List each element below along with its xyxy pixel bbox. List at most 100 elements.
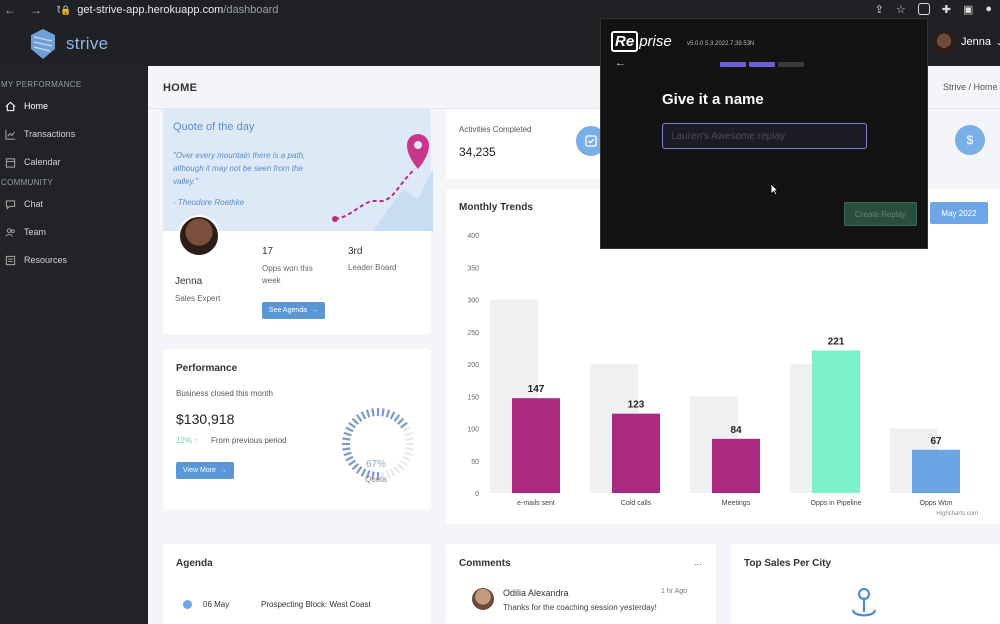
opps-won-value: 17 bbox=[262, 246, 274, 257]
gauge-tick bbox=[389, 468, 396, 477]
sidebar-item-label: Chat bbox=[24, 199, 44, 209]
gauge-tick bbox=[365, 409, 371, 418]
more-options-icon[interactable]: ... bbox=[694, 557, 702, 567]
quote-author: - Theodore Roethke bbox=[173, 198, 245, 207]
gauge-tick bbox=[360, 411, 367, 420]
y-tick-label: 0 bbox=[475, 491, 479, 498]
create-replay-button[interactable]: Create Replay bbox=[844, 202, 917, 226]
star-icon[interactable]: ☆ bbox=[895, 3, 906, 16]
breadcrumb[interactable]: Strive / Home bbox=[943, 82, 998, 92]
home-icon bbox=[5, 101, 16, 111]
data-label: 221 bbox=[828, 336, 845, 347]
gauge-tick bbox=[405, 447, 414, 451]
sidebar-item-transactions[interactable]: Transactions bbox=[0, 120, 148, 148]
quote-text: "Over every mountain there is a path, al… bbox=[173, 151, 306, 186]
gauge-tick bbox=[345, 426, 354, 433]
data-label: 147 bbox=[528, 384, 545, 395]
gauge-tick bbox=[342, 447, 351, 451]
sidebar-item-team[interactable]: Team bbox=[0, 218, 148, 246]
agenda-text[interactable]: Prospecting Block: West Coast bbox=[261, 600, 371, 609]
see-agenda-button[interactable]: See Agenda → bbox=[262, 302, 325, 319]
data-label: 84 bbox=[730, 425, 742, 436]
data-bar bbox=[812, 350, 860, 493]
gauge-tick bbox=[385, 470, 391, 479]
card-title: Monthly Trends bbox=[459, 202, 533, 213]
agenda-card: Agenda 06 May Prospecting Block: West Co… bbox=[163, 544, 431, 624]
y-tick-label: 350 bbox=[467, 265, 479, 272]
comment-author: Odilia Alexandra bbox=[503, 588, 569, 598]
gauge-tick bbox=[389, 411, 396, 420]
reprise-extension-icon[interactable] bbox=[917, 2, 930, 18]
view-more-button[interactable]: View More → bbox=[176, 462, 234, 479]
address-bar[interactable]: 🔒 get-strive-app.herokuapp.com/dashboard bbox=[60, 2, 860, 18]
sidebar-item-calendar[interactable]: Calendar bbox=[0, 148, 148, 176]
url-host: get-strive-app.herokuapp.com bbox=[77, 4, 224, 16]
card-title: Agenda bbox=[176, 558, 213, 569]
sidepanel-icon[interactable]: ▣ bbox=[962, 3, 974, 16]
profile-name: Jenna bbox=[175, 276, 203, 287]
back-arrow-icon[interactable]: ← bbox=[615, 57, 626, 69]
gauge-tick bbox=[365, 470, 371, 479]
chat-icon bbox=[5, 199, 16, 210]
avatar bbox=[932, 30, 956, 54]
dollar-icon: $ bbox=[955, 125, 985, 155]
gauge-tick bbox=[343, 431, 352, 437]
gauge-tick bbox=[404, 431, 413, 437]
user-menu[interactable]: Jenna ⌄ bbox=[932, 30, 1000, 54]
header-divider bbox=[148, 108, 1000, 109]
change-value: 12% bbox=[176, 436, 193, 445]
browser-nav: ← → ↻ bbox=[0, 3, 66, 17]
back-arrow-icon[interactable]: ← bbox=[4, 3, 16, 17]
sidebar-item-home[interactable]: Home bbox=[0, 92, 148, 120]
panel-heading: Give it a name bbox=[662, 91, 764, 108]
gauge-tick bbox=[402, 455, 411, 462]
y-tick-label: 200 bbox=[467, 362, 479, 369]
sidebar-item-chat[interactable]: Chat bbox=[0, 190, 148, 218]
profile-role: Sales Expert bbox=[175, 294, 221, 303]
step-indicator bbox=[778, 62, 804, 67]
y-tick-label: 50 bbox=[471, 459, 479, 466]
gauge-tick bbox=[360, 468, 367, 477]
data-label: 67 bbox=[930, 436, 942, 447]
sidebar-section-title: MY PERFORMANCE bbox=[1, 80, 82, 89]
category-label: Cold calls bbox=[621, 500, 652, 507]
replay-name-input[interactable] bbox=[662, 123, 867, 149]
sidebar-item-resources[interactable]: Resources bbox=[0, 246, 148, 274]
monthly-trends-chart: 0 50 100 150 200 250 300 350 400 147 e-mails sent 1… bbox=[467, 233, 978, 517]
gauge-tick bbox=[400, 421, 408, 429]
share-icon[interactable]: ⇪ bbox=[874, 3, 884, 16]
chevron-down-icon: ⌄ bbox=[995, 37, 1000, 47]
category-label: Meetings bbox=[722, 500, 751, 507]
gauge-tick bbox=[385, 409, 391, 418]
reprise-create-replay-panel: Re prise v5.0.0 5.3.2022.7.39.53N ← Give… bbox=[600, 18, 928, 249]
avatar bbox=[178, 215, 220, 257]
data-label: 123 bbox=[628, 400, 645, 411]
quote-banner bbox=[163, 109, 431, 231]
performance-value: $130,918 bbox=[176, 411, 235, 427]
gauge-tick bbox=[355, 414, 363, 422]
logo-box: Re bbox=[611, 31, 639, 52]
sidebar-item-label: Transactions bbox=[24, 129, 76, 139]
brand-logo[interactable]: strive bbox=[28, 27, 108, 61]
team-icon bbox=[5, 227, 15, 237]
calendar-icon bbox=[5, 157, 16, 168]
gauge-tick bbox=[351, 417, 359, 425]
leaderboard-value: 3rd bbox=[348, 246, 363, 257]
period-select-button[interactable]: May 2022 bbox=[930, 202, 988, 224]
gauge-tick bbox=[342, 437, 351, 441]
gauge-tick bbox=[355, 466, 363, 474]
data-bar bbox=[712, 438, 760, 493]
profile-icon[interactable]: ● bbox=[985, 2, 992, 15]
gauge-tick bbox=[381, 408, 385, 417]
data-bar bbox=[512, 398, 560, 493]
forward-arrow-icon[interactable]: → bbox=[30, 3, 42, 17]
chart-credit: Highcharts.com bbox=[936, 511, 978, 517]
quote-title: Quote of the day bbox=[173, 121, 255, 133]
arrow-right-icon: → bbox=[219, 467, 227, 474]
puzzle-icon[interactable]: ✚ bbox=[941, 3, 951, 16]
gauge-tick bbox=[400, 459, 408, 467]
gauge-tick bbox=[393, 414, 401, 422]
opps-won-label: Opps won this week bbox=[262, 264, 313, 285]
top-sales-card: Top Sales Per City bbox=[731, 544, 1000, 624]
agenda-bullet-icon bbox=[183, 600, 192, 609]
